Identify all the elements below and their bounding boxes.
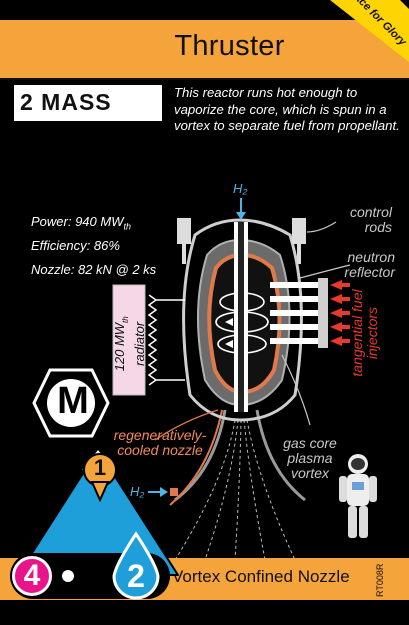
stat-efficiency: Efficiency: 86%: [31, 238, 120, 253]
m-badge-icon: [32, 368, 110, 438]
h2-top-label: H₂: [233, 181, 248, 196]
gas-core-plasma-vortex-label: gas core plasma vortex: [283, 435, 337, 481]
control-rods-label: control rods: [349, 204, 392, 235]
stat-power: Power: 940 MWth: [31, 214, 131, 232]
m-badge-letter: M: [57, 380, 89, 422]
triangle-number: 1: [93, 455, 107, 480]
yellow-number-badge: [83, 453, 117, 502]
circle-right-number: 2: [127, 558, 145, 594]
neutron-reflector-label: neutron reflector: [344, 249, 395, 280]
corner-ribbon: [330, 0, 409, 63]
water-drop-icon: [112, 531, 160, 600]
footer-name: Vortex Confined Nozzle: [172, 567, 350, 586]
regeneratively-cooled-nozzle-label: regeneratively-cooled nozzle: [113, 427, 207, 458]
circle-left: [12, 556, 52, 596]
title-bar: [0, 20, 409, 80]
card-title: Thruster: [174, 30, 285, 62]
left-strip: [0, 0, 18, 20]
card-description: This reactor runs hot enough to vaporize…: [174, 85, 400, 133]
mass-box-slant: [140, 85, 162, 121]
stat-nozzle: Nozzle: 82 kN @ 2 ks: [31, 262, 157, 277]
mass-box: [14, 85, 162, 121]
mass-label: 2 MASS: [20, 89, 112, 115]
circle-left-number: 4: [23, 559, 41, 592]
pill-dot: [62, 570, 74, 582]
astronaut-icon: [339, 454, 377, 538]
h2-side-label: H₂: [130, 484, 145, 499]
